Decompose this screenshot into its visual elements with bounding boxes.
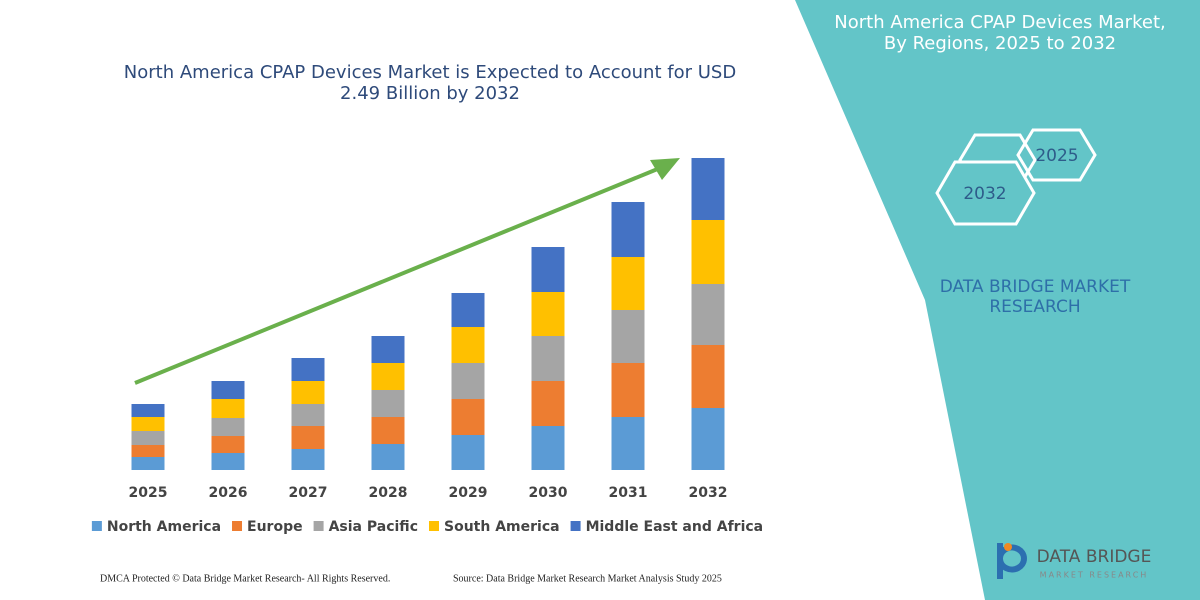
footer-right: Source: Data Bridge Market Research Mark… xyxy=(453,573,722,584)
bar-segment xyxy=(211,381,245,399)
logo-icon xyxy=(997,543,1027,579)
x-tick-label: 2031 xyxy=(609,485,648,501)
bar-segment xyxy=(211,399,245,418)
bar-segment xyxy=(371,363,405,390)
hexagon-label: 2032 xyxy=(963,184,1006,204)
trend-arrow xyxy=(134,166,661,385)
bar-segment xyxy=(531,426,565,470)
bar-segment xyxy=(691,220,725,284)
bar-segment xyxy=(451,435,485,470)
arrow-head xyxy=(650,158,680,180)
logo-dot xyxy=(1004,543,1012,551)
legend-label: Europe xyxy=(247,519,303,535)
x-tick-label: 2028 xyxy=(369,485,408,501)
x-tick-label: 2032 xyxy=(689,485,728,501)
bar-segment xyxy=(451,327,485,363)
hexagon xyxy=(1016,128,1097,182)
bar-segment xyxy=(131,431,165,445)
bar-segment xyxy=(691,408,725,470)
x-tick-label: 2030 xyxy=(529,485,568,501)
bar-segment xyxy=(371,444,405,470)
legend-label: North America xyxy=(107,519,221,535)
bar-segment xyxy=(611,202,645,257)
bar-segment xyxy=(131,404,165,417)
bar-segment xyxy=(691,345,725,408)
bar-segment xyxy=(451,293,485,327)
chart-title: North America CPAP Devices Market is Exp… xyxy=(123,62,737,104)
bar-segment xyxy=(531,292,565,336)
bar-segment xyxy=(451,363,485,399)
x-tick-label: 2025 xyxy=(129,485,168,501)
bar-segment xyxy=(691,284,725,345)
x-tick-label: 2027 xyxy=(289,485,328,501)
bar-segment xyxy=(291,404,325,426)
legend-swatch xyxy=(429,521,439,531)
brand: DATA BRIDGE MARKET RESEARCH xyxy=(939,277,1131,317)
legend-swatch xyxy=(570,521,581,531)
bar-segment xyxy=(691,158,725,220)
legend-swatch xyxy=(232,521,243,531)
bar-segment xyxy=(131,417,165,431)
bar-segment xyxy=(531,247,565,292)
bar-segment xyxy=(371,336,405,363)
bar-segment xyxy=(291,426,325,449)
bar-segment xyxy=(451,399,485,435)
bar-segment xyxy=(371,417,405,444)
bar-segment xyxy=(131,445,165,457)
footer-left: DMCA Protected © Data Bridge Market Rese… xyxy=(100,573,390,584)
hexagon xyxy=(935,160,1036,226)
bar-segment xyxy=(211,453,245,470)
legend-label: South America xyxy=(444,519,560,535)
bar-segment xyxy=(291,381,325,404)
bar-segment xyxy=(531,336,565,381)
bar-segment xyxy=(611,257,645,310)
logo-tagline: MARKET RESEARCH xyxy=(1040,571,1149,580)
bar-segment xyxy=(611,310,645,363)
legend-swatch xyxy=(313,521,324,531)
logo-name: DATA BRIDGE xyxy=(1037,547,1152,567)
x-tick-label: 2026 xyxy=(209,485,248,501)
bar-segment xyxy=(531,381,565,426)
bar-segment xyxy=(131,457,165,470)
bar-segment xyxy=(211,436,245,453)
bar-segment xyxy=(291,449,325,470)
x-tick-label: 2029 xyxy=(449,485,488,501)
legend-swatch xyxy=(91,521,102,531)
bar-segment xyxy=(291,358,325,381)
hexagon-label: 2025 xyxy=(1035,146,1078,166)
legend-label: Middle East and Africa xyxy=(586,519,764,535)
bar-segment xyxy=(371,390,405,417)
panel-title: North America CPAP Devices Market, By Re… xyxy=(834,12,1166,54)
teal-panel xyxy=(795,0,1200,600)
bar-segment xyxy=(211,418,245,436)
bar-segment xyxy=(611,363,645,417)
legend-label: Asia Pacific xyxy=(329,519,418,535)
bar-segment xyxy=(611,417,645,470)
